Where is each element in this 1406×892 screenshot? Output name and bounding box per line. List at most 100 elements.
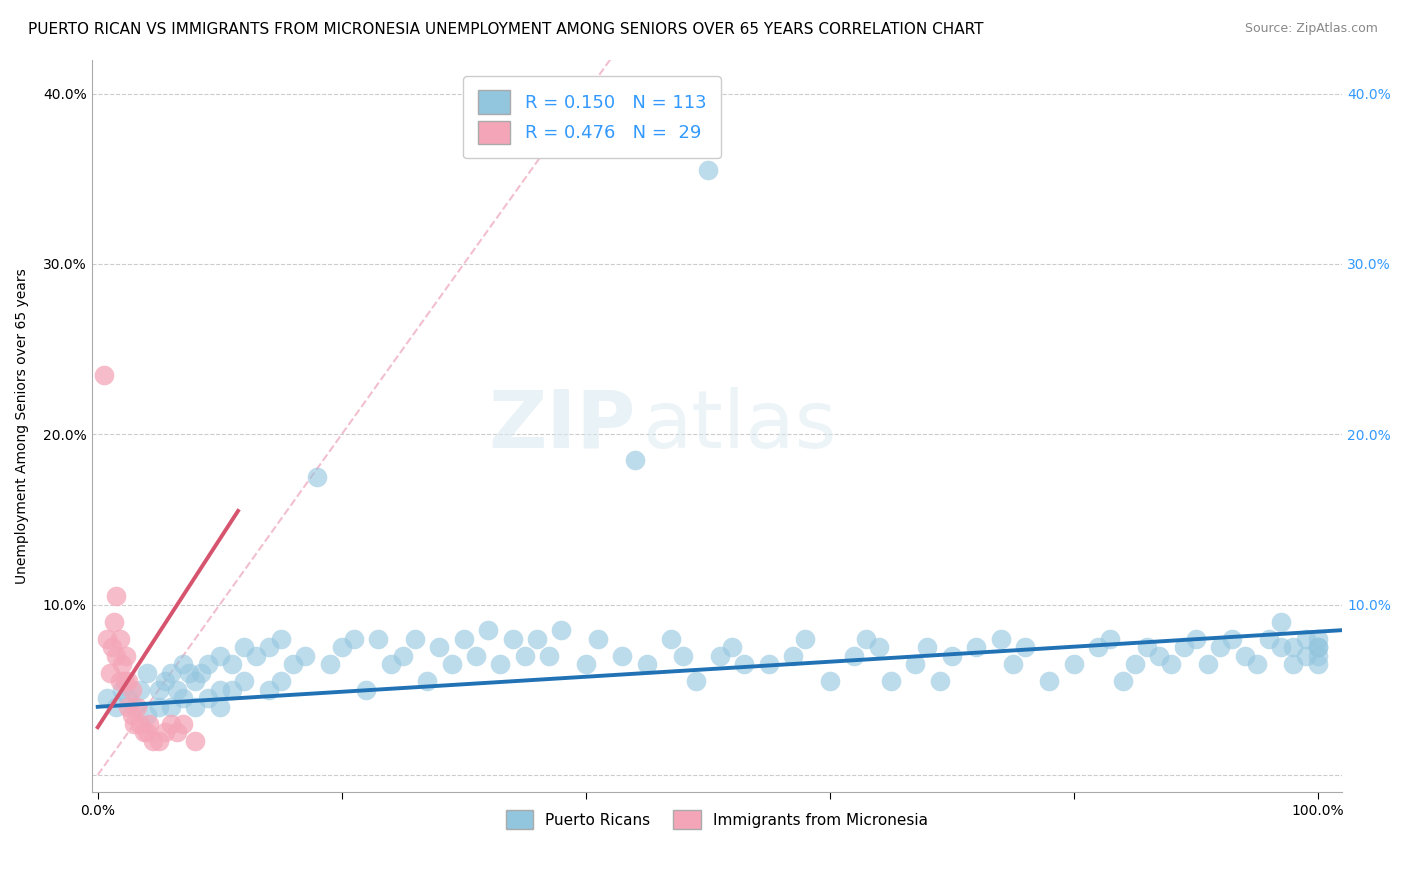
Point xyxy=(148,682,170,697)
Point xyxy=(1014,640,1036,655)
Point xyxy=(281,657,304,672)
Point xyxy=(184,699,207,714)
Point xyxy=(1246,657,1268,672)
Point xyxy=(1233,648,1256,663)
Point xyxy=(221,682,243,697)
Point xyxy=(184,734,207,748)
Point xyxy=(453,632,475,646)
Point xyxy=(343,632,366,646)
Point xyxy=(96,691,118,706)
Point xyxy=(990,632,1012,646)
Point xyxy=(138,716,160,731)
Point xyxy=(172,657,194,672)
Point xyxy=(1306,648,1329,663)
Point xyxy=(208,648,231,663)
Point xyxy=(1306,640,1329,655)
Point xyxy=(1185,632,1208,646)
Point xyxy=(105,699,128,714)
Point xyxy=(96,632,118,646)
Point xyxy=(111,682,134,697)
Point xyxy=(758,657,780,672)
Point xyxy=(941,648,963,663)
Point xyxy=(132,725,155,739)
Point xyxy=(233,674,256,689)
Point xyxy=(1099,632,1122,646)
Point xyxy=(124,699,146,714)
Point xyxy=(153,725,176,739)
Point xyxy=(117,699,139,714)
Point xyxy=(108,674,131,689)
Point xyxy=(367,632,389,646)
Point xyxy=(1038,674,1060,689)
Point xyxy=(129,716,152,731)
Point xyxy=(1306,632,1329,646)
Point xyxy=(1306,657,1329,672)
Point xyxy=(257,640,280,655)
Point xyxy=(1295,632,1317,646)
Point xyxy=(354,682,377,697)
Point xyxy=(928,674,950,689)
Point xyxy=(575,657,598,672)
Point xyxy=(208,699,231,714)
Point xyxy=(612,648,634,663)
Point xyxy=(855,632,877,646)
Point xyxy=(105,589,128,603)
Point xyxy=(1222,632,1244,646)
Point xyxy=(636,657,658,672)
Point xyxy=(117,674,139,689)
Point xyxy=(108,632,131,646)
Point xyxy=(880,674,903,689)
Point xyxy=(135,665,157,680)
Point xyxy=(1295,648,1317,663)
Point xyxy=(502,632,524,646)
Point xyxy=(221,657,243,672)
Point xyxy=(257,682,280,697)
Point xyxy=(135,725,157,739)
Point xyxy=(160,665,183,680)
Point xyxy=(184,674,207,689)
Point xyxy=(672,648,695,663)
Point xyxy=(1209,640,1232,655)
Point xyxy=(124,716,146,731)
Point xyxy=(160,716,183,731)
Point xyxy=(733,657,755,672)
Point xyxy=(129,682,152,697)
Point xyxy=(330,640,353,655)
Point xyxy=(1063,657,1085,672)
Point xyxy=(103,615,125,629)
Point xyxy=(148,734,170,748)
Point xyxy=(550,623,572,637)
Point xyxy=(117,691,139,706)
Point xyxy=(190,665,212,680)
Text: atlas: atlas xyxy=(643,387,837,465)
Point xyxy=(538,648,561,663)
Point xyxy=(1282,640,1305,655)
Point xyxy=(1282,657,1305,672)
Point xyxy=(794,632,817,646)
Point xyxy=(160,699,183,714)
Point xyxy=(1001,657,1024,672)
Point xyxy=(153,674,176,689)
Point xyxy=(101,640,124,655)
Point xyxy=(233,640,256,655)
Point xyxy=(721,640,744,655)
Point xyxy=(197,657,219,672)
Point xyxy=(148,699,170,714)
Point xyxy=(1111,674,1133,689)
Point xyxy=(166,725,188,739)
Point xyxy=(1197,657,1219,672)
Point xyxy=(125,699,148,714)
Point xyxy=(844,648,866,663)
Point xyxy=(93,368,115,382)
Point xyxy=(270,632,292,646)
Point xyxy=(965,640,987,655)
Point xyxy=(818,674,841,689)
Point xyxy=(782,648,804,663)
Point xyxy=(270,674,292,689)
Point xyxy=(1123,657,1146,672)
Point xyxy=(917,640,939,655)
Point xyxy=(685,674,707,689)
Point xyxy=(623,453,645,467)
Point xyxy=(98,665,121,680)
Point xyxy=(1160,657,1182,672)
